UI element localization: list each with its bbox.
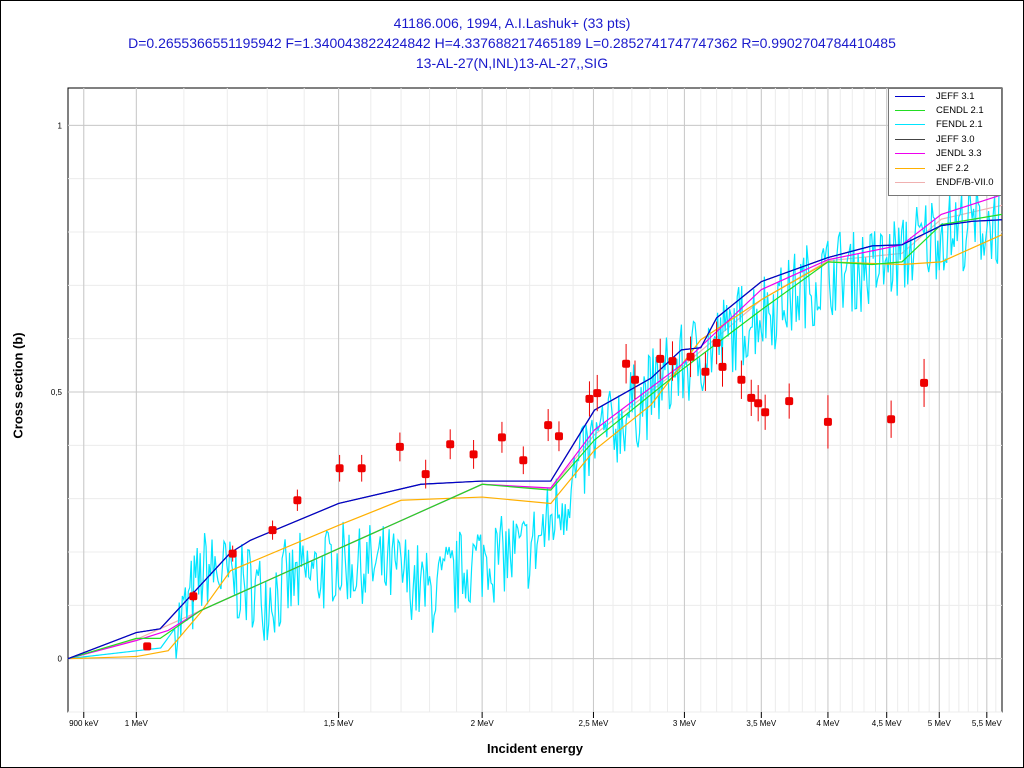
- x-tick-label: 5 MeV: [928, 719, 952, 728]
- series-line-endf-b-vii-0: [67, 204, 1003, 660]
- data-point: [228, 549, 237, 558]
- data-point: [268, 526, 277, 535]
- x-tick-label: 1,5 MeV: [324, 719, 354, 728]
- y-axis-label: Cross section (b): [10, 332, 26, 439]
- legend-item: JEFF 3.1: [895, 89, 1001, 103]
- data-point: [701, 367, 710, 376]
- legend-swatch: [895, 153, 925, 155]
- y-tick-label: 1: [58, 121, 63, 130]
- data-point: [143, 642, 152, 651]
- chart-title-line-3: 13-AL-27(N,INL)13-AL-27,,SIG: [415, 55, 609, 71]
- series-line-jeff-3-1: [67, 219, 1003, 660]
- data-point: [395, 442, 404, 451]
- data-point: [686, 352, 695, 361]
- legend-swatch: [895, 124, 925, 126]
- legend-swatch: [895, 95, 925, 97]
- data-point: [761, 408, 770, 417]
- x-tick-label: 4 MeV: [816, 719, 840, 728]
- legend-item: ENDF/B-VII.0: [895, 175, 1001, 189]
- plot-border: [67, 87, 1003, 713]
- legend-swatch: [895, 138, 925, 140]
- data-point: [887, 415, 896, 424]
- data-point: [189, 592, 198, 601]
- x-tick-label: 4,5 MeV: [872, 719, 902, 728]
- legend: JEFF 3.1 CENDL 2.1 FENDL 2.1 JEFF 3.0 JENDL …: [888, 88, 1002, 196]
- data-point: [785, 397, 794, 406]
- legend-label: CENDL 2.1: [936, 105, 984, 117]
- chart-title-line-1: 41186.006, 1994, A.I.Lashuk+ (33 pts): [393, 15, 631, 31]
- legend-swatch: [895, 167, 925, 169]
- data-point: [656, 354, 665, 363]
- data-point: [421, 470, 430, 479]
- data-point: [469, 450, 478, 459]
- series-line-cendl-2-1: [67, 213, 1003, 660]
- x-tick-label: 900 keV: [69, 719, 99, 728]
- legend-label: JEFF 3.0: [936, 133, 975, 145]
- data-point: [630, 375, 639, 384]
- series-line-fendl-2-1: [67, 178, 1002, 660]
- chart-title-line-2: D=0.2655366551195942 F=1.340043822424842…: [128, 35, 896, 51]
- legend-label: ENDF/B-VII.0: [936, 177, 994, 189]
- data-point: [920, 378, 929, 387]
- data-point: [668, 357, 677, 366]
- x-tick-label: 1 MeV: [125, 719, 149, 728]
- legend-label: JEF 2.2: [936, 162, 969, 174]
- legend-item: JEFF 3.0: [895, 132, 1001, 146]
- data-point: [519, 456, 528, 465]
- legend-item: JEF 2.2: [895, 161, 1001, 175]
- x-axis-label: Incident energy: [486, 741, 584, 756]
- data-point: [293, 496, 302, 505]
- data-point: [747, 393, 756, 402]
- legend-swatch: [895, 110, 925, 112]
- data-point: [585, 394, 594, 403]
- series-line-jef-2-2: [67, 234, 1003, 660]
- data-point: [335, 464, 344, 473]
- legend-label: JENDL 3.3: [936, 148, 982, 160]
- data-point: [357, 464, 366, 473]
- data-point: [823, 417, 832, 426]
- legend-item: FENDL 2.1: [895, 118, 1001, 132]
- data-point: [754, 399, 763, 408]
- data-point: [718, 362, 727, 371]
- x-tick-label: 3,5 MeV: [746, 719, 776, 728]
- data-point: [554, 432, 563, 441]
- legend-item: JENDL 3.3: [895, 147, 1001, 161]
- data-point: [737, 375, 746, 384]
- x-tick-label: 5,5 MeV: [972, 719, 1002, 728]
- data-point: [544, 421, 553, 430]
- y-tick-label: 0: [58, 655, 63, 664]
- data-point: [446, 440, 455, 449]
- legend-swatch: [895, 182, 925, 184]
- legend-label: FENDL 2.1: [936, 119, 983, 131]
- data-point: [593, 389, 602, 398]
- x-tick-label: 2,5 MeV: [579, 719, 609, 728]
- legend-label: JEFF 3.1: [936, 90, 975, 102]
- data-point: [497, 433, 506, 442]
- data-point: [712, 338, 721, 347]
- y-tick-label: 0,5: [51, 388, 63, 397]
- x-tick-label: 3 MeV: [673, 719, 697, 728]
- data-point: [622, 359, 631, 368]
- legend-item: CENDL 2.1: [895, 103, 1001, 117]
- x-tick-label: 2 MeV: [471, 719, 495, 728]
